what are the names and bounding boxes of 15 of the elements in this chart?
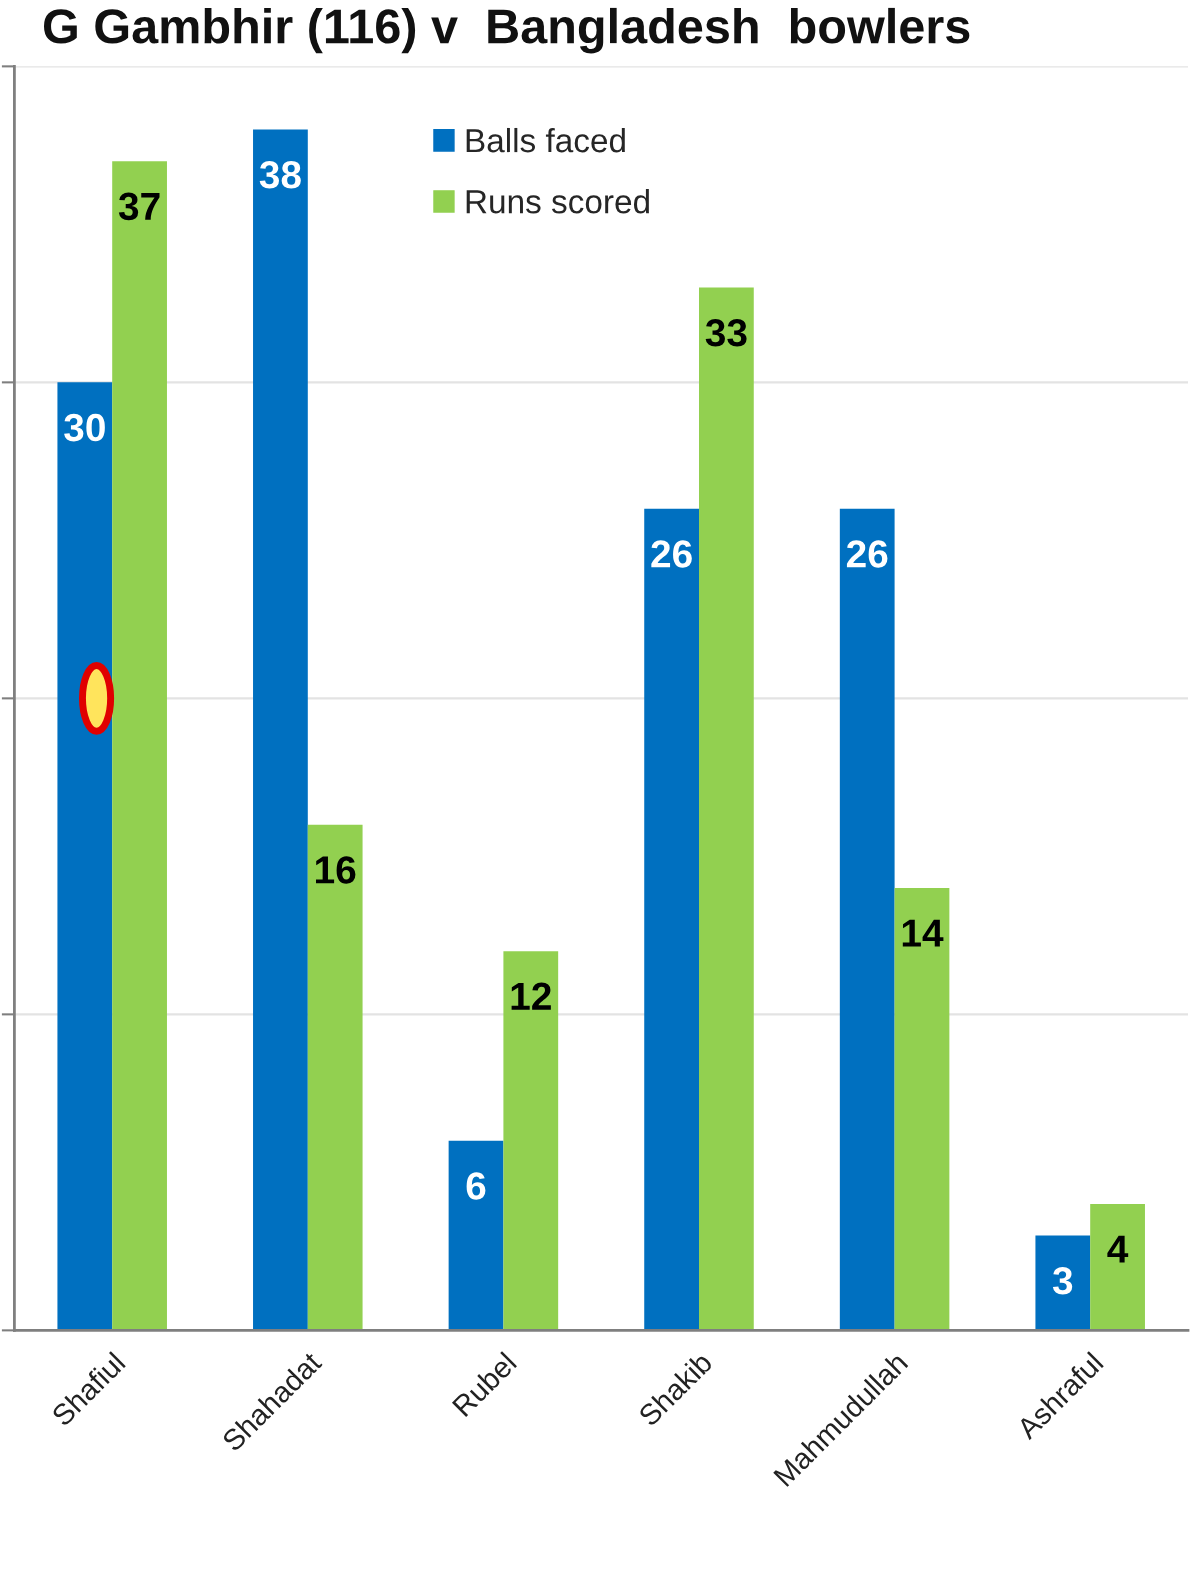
data-label: 3 (1052, 1267, 1073, 1295)
legend-label: Runs scored (466, 189, 649, 214)
data-label: 26 (846, 540, 888, 568)
legend-label: Balls faced (466, 127, 625, 153)
data-label: 26 (651, 540, 692, 568)
data-label: 4 (1107, 1235, 1129, 1263)
data-label: 33 (705, 319, 747, 347)
data-label: 16 (316, 856, 356, 884)
data-label: 12 (511, 982, 551, 1010)
data-label: 37 (118, 192, 160, 221)
data-label: 6 (466, 1172, 486, 1200)
chart-title: G Gambhir (116) v Bangladesh bowlers (44, 7, 970, 54)
data-label: 30 (64, 413, 105, 442)
data-label: 38 (259, 161, 301, 189)
data-label: 14 (902, 919, 944, 947)
